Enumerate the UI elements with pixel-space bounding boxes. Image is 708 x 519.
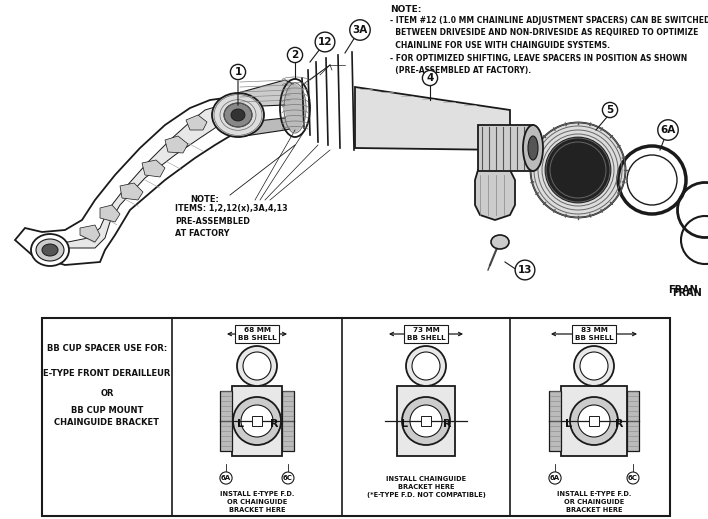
Text: R: R (270, 419, 278, 429)
Text: 6C: 6C (283, 475, 293, 481)
Text: 68 MM
BB SHELL: 68 MM BB SHELL (238, 327, 276, 340)
Text: 6A: 6A (221, 475, 231, 481)
Text: 83 MM
BB SHELL: 83 MM BB SHELL (575, 327, 613, 340)
Text: INSTALL CHAINGUIDE
BRACKET HERE
(*E-TYPE F.D. NOT COMPATIBLE): INSTALL CHAINGUIDE BRACKET HERE (*E-TYPE… (367, 476, 486, 498)
Ellipse shape (224, 103, 252, 127)
Ellipse shape (491, 235, 509, 249)
Circle shape (241, 405, 273, 437)
Bar (561, 386, 627, 456)
Text: - ITEM #12 (1.0 MM CHAINLINE ADJUSTMENT SPACERS) CAN BE SWITCHED
  BETWEEN DRIVE: - ITEM #12 (1.0 MM CHAINLINE ADJUSTMENT … (390, 16, 708, 75)
Text: NOTE:: NOTE: (190, 195, 219, 204)
Bar (404, 325, 448, 343)
Polygon shape (142, 160, 165, 177)
Bar (0, 0, 708, 308)
Text: 6A: 6A (661, 125, 675, 135)
Bar (252, 416, 262, 426)
Text: L: L (236, 419, 244, 429)
Bar (232, 386, 282, 456)
Text: 3A: 3A (353, 25, 367, 35)
Ellipse shape (523, 125, 543, 171)
Text: BB CUP SPACER USE FOR:: BB CUP SPACER USE FOR: (47, 344, 167, 353)
Circle shape (574, 346, 614, 386)
Circle shape (580, 352, 608, 380)
Text: R: R (615, 419, 623, 429)
Bar (627, 391, 639, 451)
Bar (421, 416, 431, 426)
Polygon shape (100, 205, 120, 222)
Polygon shape (15, 98, 250, 265)
Text: R: R (442, 419, 451, 429)
Ellipse shape (31, 234, 69, 266)
Bar (42, 318, 670, 516)
Polygon shape (475, 170, 515, 220)
Text: INSTALL E-TYPE F.D.
OR CHAINGUIDE
BRACKET HERE: INSTALL E-TYPE F.D. OR CHAINGUIDE BRACKE… (556, 491, 632, 513)
Polygon shape (120, 183, 143, 200)
Circle shape (402, 397, 450, 445)
Ellipse shape (285, 84, 305, 132)
Text: 12: 12 (318, 37, 332, 47)
Bar (220, 391, 232, 451)
Text: 6A: 6A (550, 475, 560, 481)
Text: OR: OR (101, 389, 114, 398)
Text: 73 MM
BB SHELL: 73 MM BB SHELL (406, 327, 445, 340)
Circle shape (412, 352, 440, 380)
Polygon shape (355, 87, 510, 150)
Bar (589, 416, 599, 426)
Text: 5: 5 (606, 105, 614, 115)
Circle shape (233, 397, 281, 445)
Polygon shape (238, 80, 295, 107)
Text: ITEMS: 1,2,12(x),3A,4,13
PRE-ASSEMBLED
AT FACTORY: ITEMS: 1,2,12(x),3A,4,13 PRE-ASSEMBLED A… (175, 204, 287, 238)
Text: INSTALL E-TYPE F.D.
OR CHAINGUIDE
BRACKET HERE: INSTALL E-TYPE F.D. OR CHAINGUIDE BRACKE… (219, 491, 295, 513)
Text: 4: 4 (426, 73, 434, 83)
Circle shape (406, 346, 446, 386)
Circle shape (243, 352, 271, 380)
Text: NOTE:: NOTE: (390, 5, 421, 14)
Polygon shape (45, 107, 225, 248)
Text: FRAN: FRAN (668, 285, 698, 295)
Polygon shape (186, 115, 207, 130)
Text: L: L (401, 419, 409, 429)
Ellipse shape (36, 239, 64, 261)
Text: BB CUP MOUNT
CHAINGUIDE BRACKET: BB CUP MOUNT CHAINGUIDE BRACKET (55, 406, 159, 427)
Text: 1: 1 (234, 67, 241, 77)
Circle shape (410, 405, 442, 437)
Polygon shape (80, 225, 100, 242)
Text: E-TYPE FRONT DERAILLEUR: E-TYPE FRONT DERAILLEUR (43, 369, 171, 378)
Polygon shape (165, 136, 188, 153)
Text: FRAN: FRAN (672, 288, 702, 298)
Bar (572, 325, 616, 343)
Text: 2: 2 (292, 50, 299, 60)
Bar (549, 391, 561, 451)
Ellipse shape (231, 109, 245, 121)
Ellipse shape (42, 244, 58, 256)
Bar (397, 386, 455, 456)
Ellipse shape (212, 93, 264, 137)
Ellipse shape (530, 122, 625, 217)
Ellipse shape (528, 136, 538, 160)
Polygon shape (238, 115, 295, 137)
Text: 13: 13 (518, 265, 532, 275)
Circle shape (578, 405, 610, 437)
Bar (478, 125, 533, 171)
Text: 6C: 6C (628, 475, 638, 481)
Circle shape (570, 397, 618, 445)
Circle shape (237, 346, 277, 386)
Bar (235, 325, 279, 343)
Ellipse shape (545, 138, 610, 202)
Bar (282, 391, 294, 451)
Text: L: L (566, 419, 573, 429)
